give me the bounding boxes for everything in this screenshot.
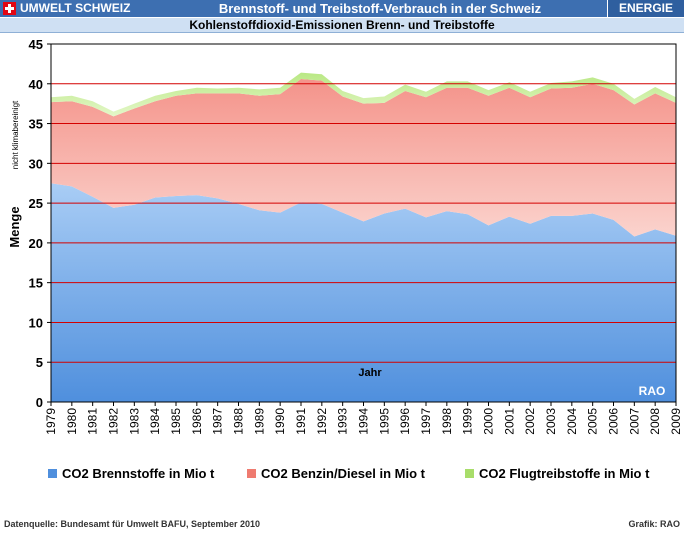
page-title: Brennstoff- und Treibstoff-Verbrauch in …: [218, 1, 542, 16]
x-tick-label: 1991: [294, 408, 308, 435]
legend-label: CO2 Flugtreibstoffe in Mio t: [479, 466, 650, 481]
x-tick-label: 2000: [482, 408, 496, 435]
x-tick-label: 2005: [586, 408, 600, 435]
x-tick-label: 1981: [86, 408, 100, 435]
x-tick-label: 1985: [169, 408, 183, 435]
legend-swatch: [48, 469, 57, 478]
x-tick-label: 2001: [502, 408, 516, 435]
x-tick-label: 1995: [377, 408, 391, 435]
x-tick-label: 2002: [523, 408, 537, 435]
x-tick-label: 1979: [44, 408, 58, 435]
swiss-flag-icon: [3, 2, 16, 15]
area-series-2: [51, 79, 676, 237]
x-tick-label: 1992: [315, 408, 329, 435]
y-axis-label: Menge: [7, 206, 22, 247]
x-tick-label: 2009: [669, 408, 683, 435]
y-tick-label: 5: [36, 355, 43, 370]
x-tick-label: 1999: [461, 408, 475, 435]
y-tick-label: 10: [29, 315, 43, 330]
chart-subtitle: Kohlenstoffdioxid-Emissionen Brenn- und …: [0, 18, 684, 33]
legend-label: CO2 Benzin/Diesel in Mio t: [261, 466, 426, 481]
x-tick-label: 1984: [148, 408, 162, 435]
area-series-3: [51, 72, 676, 117]
x-tick-label: 1989: [252, 408, 266, 435]
x-tick-label: 1996: [398, 408, 412, 435]
x-tick-label: 1987: [211, 408, 225, 435]
legend-swatch: [465, 469, 474, 478]
credit-note: Grafik: RAO: [628, 519, 680, 529]
y-tick-label: 35: [29, 117, 43, 132]
x-tick-label: 1982: [107, 408, 121, 435]
x-tick-label: 2008: [648, 408, 662, 435]
x-tick-label: 1980: [65, 408, 79, 435]
x-axis-label: Jahr: [358, 367, 382, 379]
y-tick-label: 25: [29, 196, 43, 211]
x-tick-label: 1990: [273, 408, 287, 435]
x-tick-label: 2006: [607, 408, 621, 435]
y-tick-label: 40: [29, 77, 43, 92]
y-tick-label: 30: [29, 156, 43, 171]
y-tick-label: 20: [29, 236, 43, 251]
x-tick-label: 1994: [357, 408, 371, 435]
x-tick-label: 2007: [627, 408, 641, 435]
x-tick-label: 1997: [419, 408, 433, 435]
y-tick-label: 45: [29, 37, 43, 52]
area-series-1: [51, 183, 676, 402]
legend-swatch: [247, 469, 256, 478]
x-tick-label: 1988: [232, 408, 246, 435]
y-tick-label: 15: [29, 276, 43, 291]
watermark: RAO: [639, 384, 666, 398]
top-banner: UMWELT SCHWEIZ Brennstoff- und Treibstof…: [0, 0, 684, 17]
y-tick-label: 0: [36, 395, 43, 410]
x-tick-label: 2003: [544, 408, 558, 435]
x-tick-label: 1986: [190, 408, 204, 435]
y-axis-note: nicht klimabereinigt: [11, 100, 20, 169]
brand-label: UMWELT SCHWEIZ: [20, 1, 131, 15]
section-label: ENERGIE: [607, 0, 684, 17]
x-tick-label: 1983: [127, 408, 141, 435]
source-note: Datenquelle: Bundesamt für Umwelt BAFU, …: [4, 519, 261, 529]
x-tick-label: 1998: [440, 408, 454, 435]
x-tick-label: 1993: [336, 408, 350, 435]
x-tick-label: 2004: [565, 408, 579, 435]
legend-label: CO2 Brennstoffe in Mio t: [62, 466, 215, 481]
